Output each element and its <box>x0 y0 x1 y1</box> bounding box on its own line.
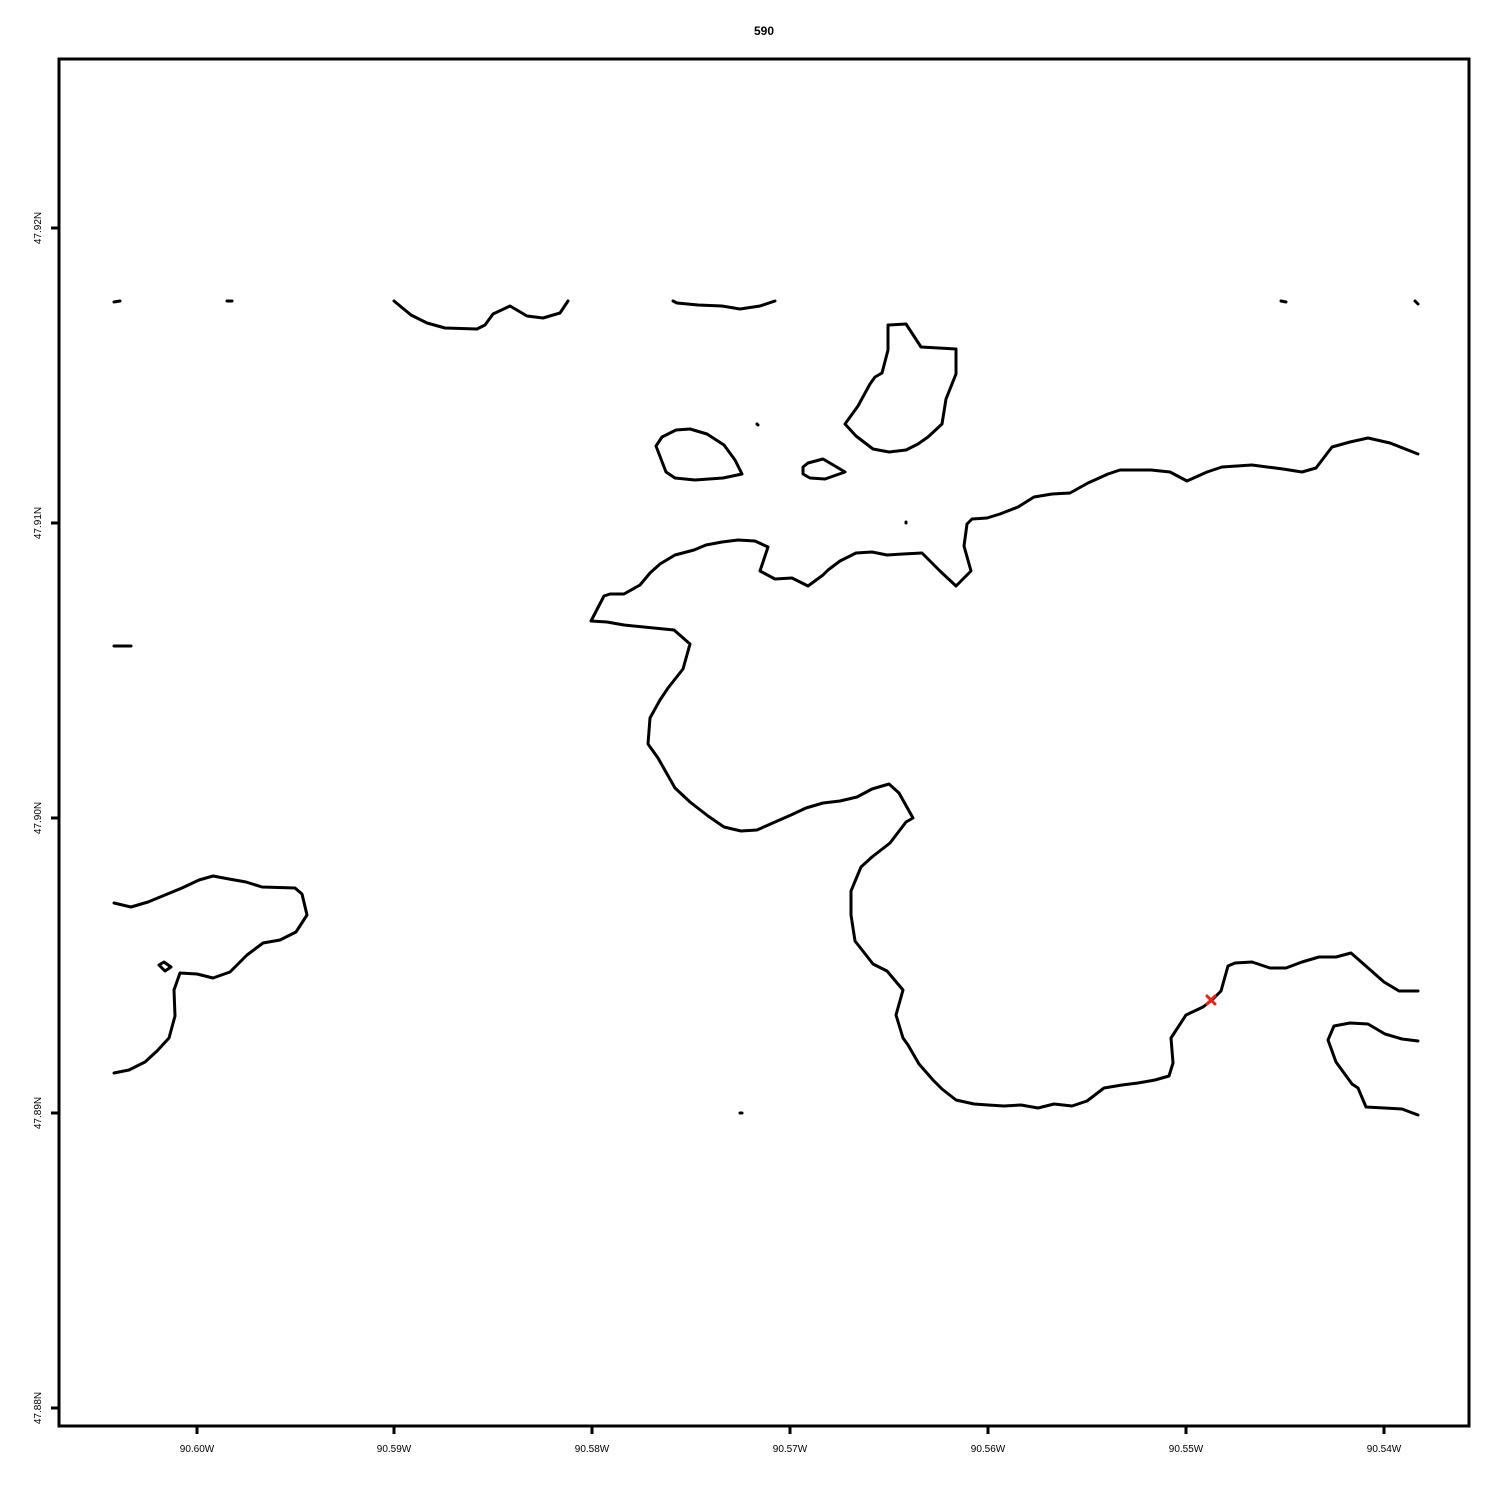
x-tick-label: 90.55W <box>1169 1444 1204 1455</box>
island-outline <box>654 427 744 482</box>
island-outline <box>843 322 958 454</box>
coastline-segment <box>1413 299 1420 306</box>
y-tick-label: 47.91N <box>33 507 44 539</box>
x-tick-label: 90.57W <box>773 1444 808 1455</box>
y-tick-label: 47.88N <box>33 1392 44 1424</box>
island-outline <box>157 960 173 973</box>
x-tick-label: 90.59W <box>377 1444 412 1455</box>
coastline-segment <box>112 299 122 304</box>
y-tick-label: 47.90N <box>33 802 44 834</box>
coastlines <box>112 299 1420 1117</box>
x-tick-label: 90.58W <box>575 1444 610 1455</box>
coastline-segment <box>392 299 570 331</box>
y-tick-label: 47.92N <box>33 212 44 244</box>
island-outline <box>801 457 847 481</box>
x-tick-label: 90.60W <box>180 1444 215 1455</box>
y-axis: 47.92N 47.91N 47.90N 47.89N 47.88N <box>33 212 59 1424</box>
x-tick-label: 90.54W <box>1367 1444 1402 1455</box>
map-title: 590 <box>754 24 774 38</box>
coastline-main <box>589 436 1420 1110</box>
coastline-segment <box>1279 299 1288 304</box>
coastline-segment <box>671 299 777 311</box>
map-frame <box>57 57 1471 1428</box>
coastline-segment <box>112 874 309 1075</box>
location-marker-cross <box>1205 994 1217 1006</box>
coastline-segment <box>755 422 760 427</box>
x-axis: 90.60W 90.59W 90.58W 90.57W 90.56W 90.55… <box>180 1426 1402 1455</box>
x-tick-label: 90.56W <box>971 1444 1006 1455</box>
location-marker <box>1205 994 1217 1006</box>
y-tick-label: 47.89N <box>33 1097 44 1129</box>
coastline-segment <box>1326 1021 1420 1117</box>
